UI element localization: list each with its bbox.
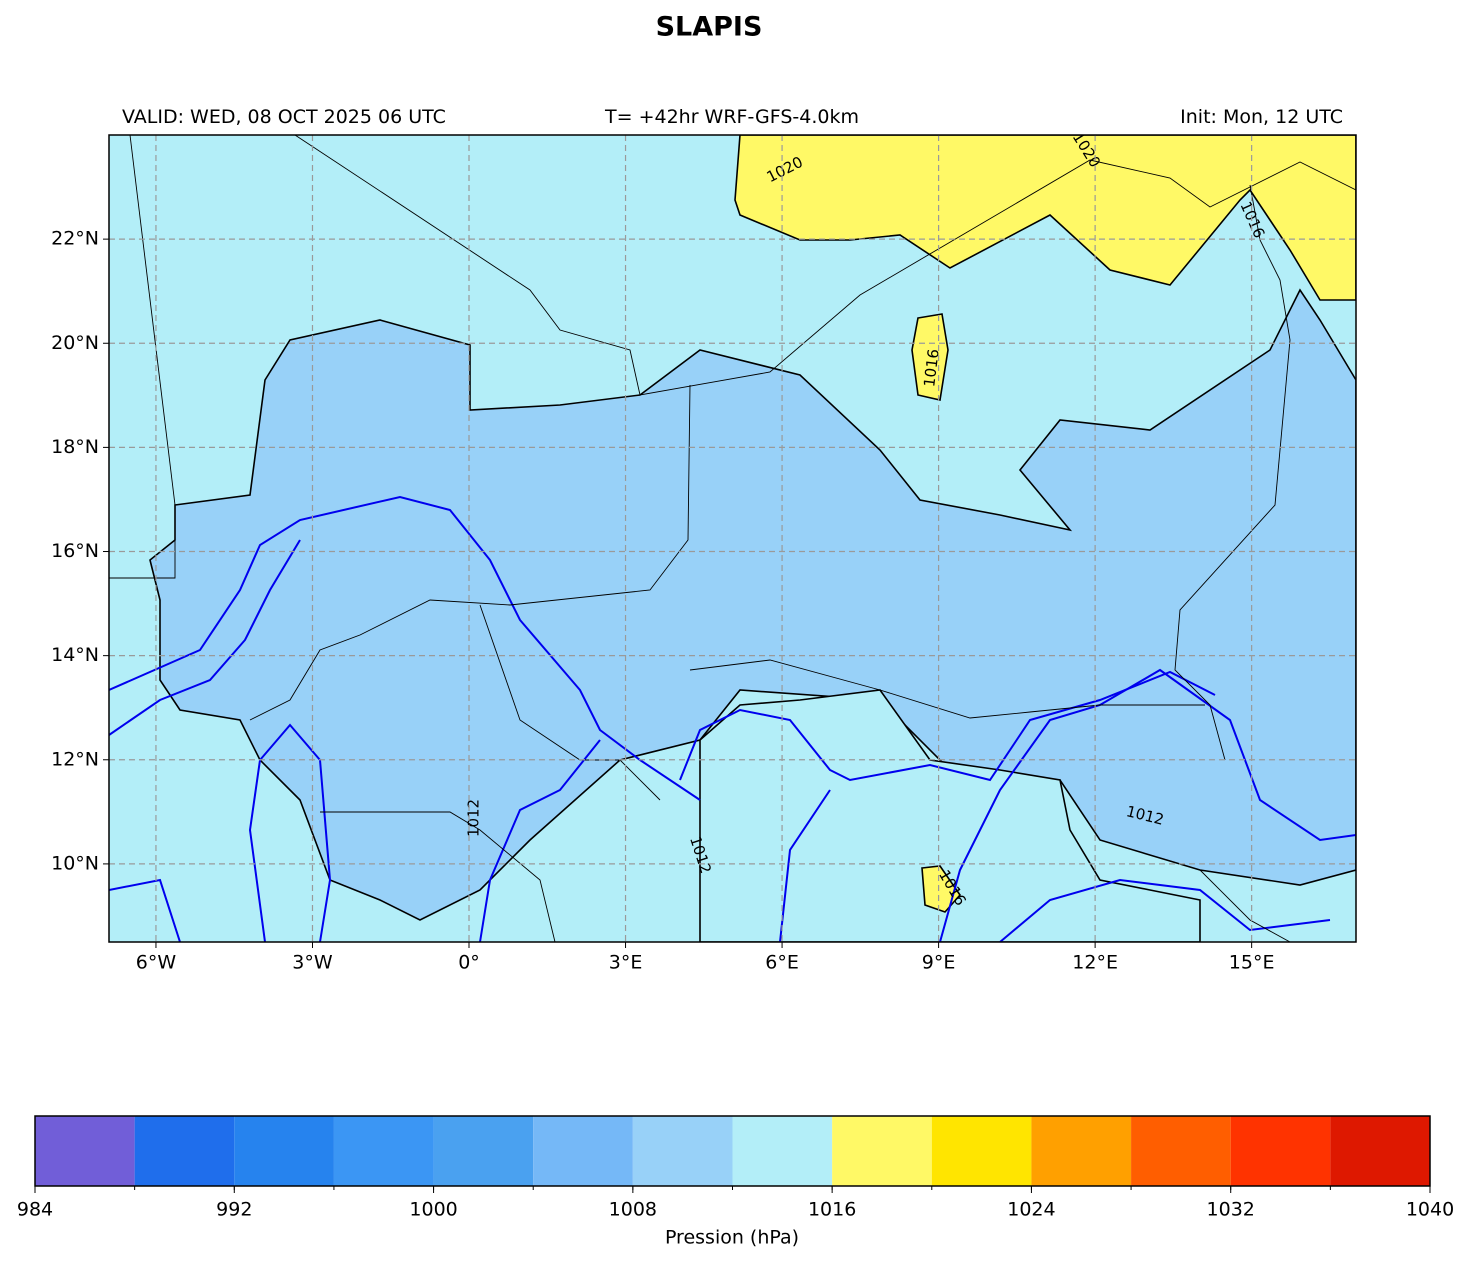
- isobar: [999, 878, 1331, 942]
- pressure-area-1016: [734, 135, 1356, 301]
- border: [109, 135, 176, 579]
- isobar: [109, 539, 301, 736]
- y-tick-label: 10°N: [51, 852, 99, 874]
- x-tick-label: 6°E: [765, 952, 799, 974]
- isobar: [109, 878, 181, 942]
- x-tick-label: 15°E: [1229, 952, 1275, 974]
- y-tick-label: 14°N: [51, 644, 99, 666]
- colorbar-tick-label: 992: [216, 1199, 252, 1221]
- colorbar-segment: [632, 1116, 733, 1186]
- x-tick-label: 6°W: [136, 952, 177, 974]
- isobar: [779, 789, 831, 942]
- title: SLAPIS: [656, 12, 763, 43]
- colorbar-tick-label: 1024: [1007, 1199, 1055, 1221]
- border: [1199, 869, 1291, 942]
- colorbar-segment: [1330, 1116, 1430, 1186]
- colorbar-segment: [1131, 1116, 1231, 1186]
- colorbar-tick-label: 1008: [609, 1199, 657, 1221]
- colorbar-tick-label: 1032: [1207, 1199, 1255, 1221]
- y-tick-label: 22°N: [51, 228, 99, 250]
- colorbar-segment: [433, 1116, 534, 1186]
- map-frame: [108, 134, 1357, 943]
- colorbar-tick-label: 984: [17, 1199, 53, 1221]
- colorbar-segment: [35, 1116, 135, 1186]
- y-tick-label: 12°N: [51, 748, 99, 770]
- x-tick-label: 9°E: [922, 952, 956, 974]
- border: [689, 659, 1205, 719]
- valid-time: VALID: WED, 08 OCT 2025 06 UTC: [122, 106, 446, 128]
- border: [320, 811, 556, 942]
- colorbar-label: Pression (hPa): [665, 1227, 799, 1249]
- isobar: [248, 723, 332, 942]
- isobar: [479, 739, 601, 942]
- x-tick-label: 3°W: [292, 952, 333, 974]
- run-info: T= +42hr WRF-GFS-4.0km: [604, 106, 859, 128]
- colorbar-tick-label: 1040: [1406, 1199, 1454, 1221]
- isobar: [679, 670, 1216, 782]
- colorbar-segment: [1230, 1116, 1331, 1186]
- y-tick-label: 18°N: [51, 436, 99, 458]
- colorbar-segment: [931, 1116, 1032, 1186]
- colorbar-segment: [1031, 1116, 1132, 1186]
- y-tick-label: 16°N: [51, 540, 99, 562]
- pressure-area-1012: [699, 689, 1201, 942]
- isobar: [109, 495, 701, 801]
- x-tick-label: 12°E: [1072, 952, 1118, 974]
- border: [294, 135, 1356, 396]
- border: [1174, 184, 1291, 761]
- colorbar-tick-label: 1000: [409, 1199, 457, 1221]
- colorbar-segment: [134, 1116, 235, 1186]
- border: [249, 384, 691, 721]
- colorbar-segment: [732, 1116, 833, 1186]
- colorbar-segment: [234, 1116, 334, 1186]
- contour-label: 1012: [465, 799, 483, 837]
- colorbar-tick-label: 1016: [808, 1199, 856, 1221]
- colorbar-segment: [333, 1116, 434, 1186]
- init-time: Init: Mon, 12 UTC: [1180, 106, 1343, 128]
- y-tick-label: 20°N: [51, 332, 99, 354]
- colorbar-segment: [832, 1116, 932, 1186]
- x-tick-label: 0°: [458, 952, 480, 974]
- map: 1020 1020 1016 1016 1012 1012 1012 1016: [109, 135, 1356, 942]
- isobar: [939, 668, 1356, 942]
- colorbar-segment: [533, 1116, 633, 1186]
- x-tick-label: 3°E: [609, 952, 643, 974]
- contour-label: 1016: [920, 348, 943, 388]
